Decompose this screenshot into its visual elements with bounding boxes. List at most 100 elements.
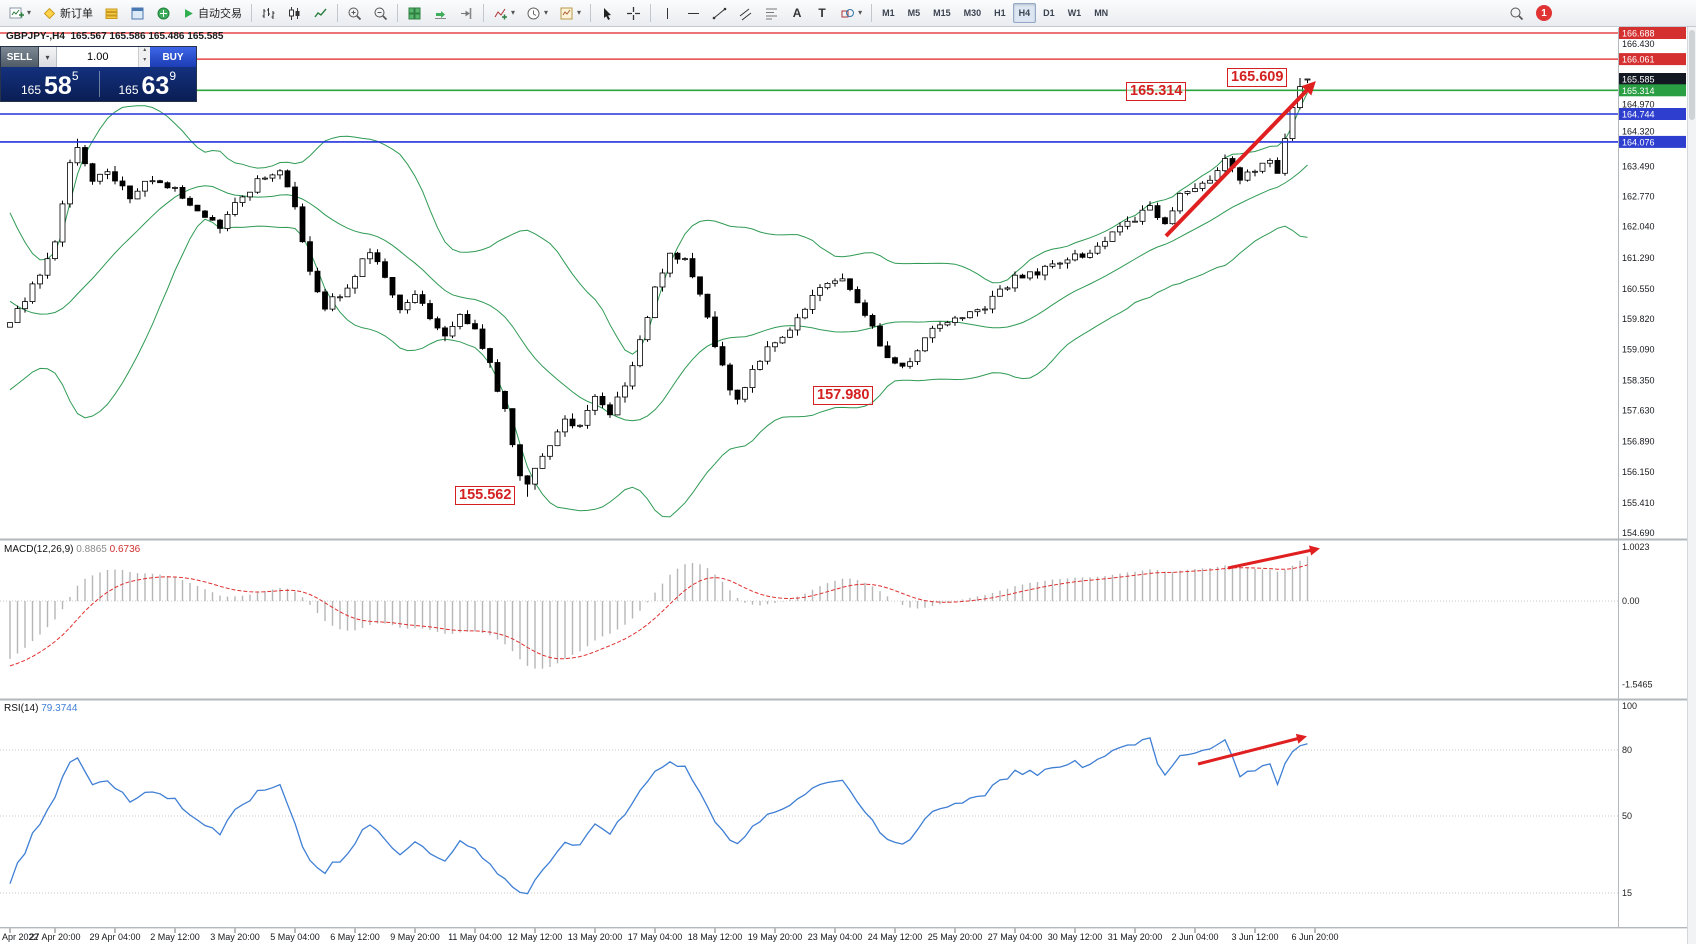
- timeframe-m1-button[interactable]: M1: [876, 3, 901, 23]
- timeframe-w1-button[interactable]: W1: [1062, 3, 1088, 23]
- navigator-button[interactable]: [151, 2, 176, 24]
- panel-separator[interactable]: [0, 538, 1696, 541]
- macd-indicator-label: MACD(12,26,9) 0.8865 0.6736: [4, 544, 140, 555]
- chart-shift-button[interactable]: [454, 2, 479, 24]
- candlestick-button[interactable]: [282, 2, 307, 24]
- svg-text:163.490: 163.490: [1622, 161, 1655, 171]
- price-annotation[interactable]: 155.562: [455, 486, 516, 505]
- timeframes-menu-button[interactable]: ▾: [521, 2, 553, 24]
- timeframe-mn-button[interactable]: MN: [1088, 3, 1114, 23]
- crosshair-button[interactable]: [621, 2, 646, 24]
- svg-text:27 May 04:00: 27 May 04:00: [988, 932, 1043, 942]
- zoom-out-button[interactable]: [368, 2, 393, 24]
- sell-button[interactable]: SELL: [1, 47, 39, 67]
- svg-text:159.090: 159.090: [1622, 345, 1655, 355]
- chevron-down-icon: ▾: [27, 8, 32, 17]
- auto-scroll-button[interactable]: [428, 2, 453, 24]
- sell-price[interactable]: 165 58 5: [1, 67, 99, 101]
- spinner-down-icon[interactable]: ▾: [139, 57, 150, 67]
- svg-text:80: 80: [1622, 745, 1632, 755]
- svg-text:164.970: 164.970: [1622, 100, 1655, 110]
- buy-button[interactable]: BUY: [150, 47, 196, 67]
- svg-text:157.630: 157.630: [1622, 405, 1655, 415]
- notification-badge[interactable]: 1: [1536, 5, 1552, 21]
- price-badge: [1619, 73, 1686, 85]
- timeframe-m5-button[interactable]: M5: [902, 3, 927, 23]
- autotrading-label: 自动交易: [198, 8, 243, 20]
- macd-signal-value: 0.6736: [109, 544, 141, 555]
- buy-price[interactable]: 165 63 9: [99, 67, 197, 101]
- toolbar-separator: [871, 4, 873, 22]
- cursor-button[interactable]: [595, 2, 620, 24]
- order-type-dropdown[interactable]: ▾: [39, 47, 57, 67]
- candlestick-icon: [289, 6, 300, 20]
- templates-button[interactable]: ▾: [554, 2, 586, 24]
- macd-histogram: [9, 556, 1309, 669]
- scrollbar-thumb[interactable]: [1689, 30, 1695, 120]
- label-button[interactable]: T: [810, 2, 834, 24]
- market-watch-button[interactable]: [99, 2, 124, 24]
- svg-text:-1.5465: -1.5465: [1622, 680, 1653, 690]
- toolbar-separator: [650, 4, 652, 22]
- volume-input[interactable]: [57, 47, 139, 67]
- timeframe-d1-button[interactable]: D1: [1037, 3, 1061, 23]
- timeframe-m15-button[interactable]: M15: [927, 3, 957, 23]
- indicators-button[interactable]: ▾: [488, 2, 520, 24]
- horizontal-level-lines[interactable]: [0, 32, 1618, 143]
- label-icon: T: [818, 6, 826, 20]
- zoom-in-button[interactable]: [342, 2, 367, 24]
- auto-scroll-icon: [435, 10, 447, 19]
- trend-arrow[interactable]: [1227, 545, 1320, 570]
- symbol-ohlc: 165.567 165.586 165.486 165.585: [70, 31, 224, 42]
- vertical-scrollbar[interactable]: [1687, 27, 1696, 944]
- trend-arrow[interactable]: [1197, 733, 1307, 766]
- svg-text:159.820: 159.820: [1622, 314, 1655, 324]
- price-annotation[interactable]: 165.609: [1227, 68, 1288, 87]
- data-window-icon: [131, 7, 144, 19]
- channel-button[interactable]: [733, 2, 758, 24]
- data-window-button[interactable]: [125, 2, 150, 24]
- bollinger-bands[interactable]: [9, 92, 1308, 518]
- horizontal-line-button[interactable]: [681, 2, 706, 24]
- fibonacci-icon: [766, 8, 778, 19]
- horizontal-line-icon: [688, 12, 700, 14]
- order-prices-row: 165 58 5 165 63 9: [1, 67, 196, 101]
- timeframe-h4-button[interactable]: H4: [1012, 3, 1037, 23]
- spinner-up-icon[interactable]: ▴: [139, 47, 150, 57]
- new-order-button[interactable]: 新订单: [37, 2, 98, 24]
- svg-text:11 May 04:00: 11 May 04:00: [448, 932, 502, 942]
- shapes-button[interactable]: ▾: [835, 2, 867, 24]
- trend-arrow[interactable]: [1164, 81, 1316, 238]
- timeframe-m30-button[interactable]: M30: [958, 3, 988, 23]
- new-chart-button[interactable]: ▾: [4, 2, 36, 24]
- toolbar-separator: [337, 4, 339, 22]
- clock-icon: [527, 7, 540, 19]
- svg-text:156.150: 156.150: [1622, 467, 1655, 477]
- shapes-icon: [841, 8, 855, 17]
- tile-windows-button[interactable]: [402, 2, 427, 24]
- price-badge: [1619, 108, 1686, 120]
- price-annotation[interactable]: 165.314: [1126, 82, 1187, 101]
- market-watch-icon: [105, 8, 118, 19]
- fibonacci-button[interactable]: [759, 2, 784, 24]
- autotrading-button[interactable]: 自动交易: [177, 2, 247, 24]
- bar-chart-icon: [262, 7, 275, 19]
- svg-text:12 May 12:00: 12 May 12:00: [508, 932, 563, 942]
- price-annotation[interactable]: 157.980: [813, 386, 874, 405]
- timeframe-toolbar: M1 M5 M15 M30 H1 H4 D1 W1 MN: [876, 3, 1114, 23]
- panel-separator[interactable]: [0, 698, 1696, 701]
- vertical-line-button[interactable]: [655, 2, 680, 24]
- bar-chart-button[interactable]: [256, 2, 281, 24]
- search-button[interactable]: [1504, 2, 1529, 24]
- timeframe-h1-button[interactable]: H1: [988, 3, 1012, 23]
- price-badge: [1619, 27, 1686, 39]
- svg-text:164.320: 164.320: [1622, 127, 1655, 137]
- trendline-button[interactable]: [707, 2, 732, 24]
- svg-text:5 May 04:00: 5 May 04:00: [270, 932, 320, 942]
- svg-text:166.430: 166.430: [1622, 39, 1655, 49]
- svg-text:2 May 12:00: 2 May 12:00: [150, 932, 200, 942]
- search-icon: [1510, 7, 1524, 20]
- line-chart-button[interactable]: [308, 2, 333, 24]
- text-button[interactable]: A: [785, 2, 809, 24]
